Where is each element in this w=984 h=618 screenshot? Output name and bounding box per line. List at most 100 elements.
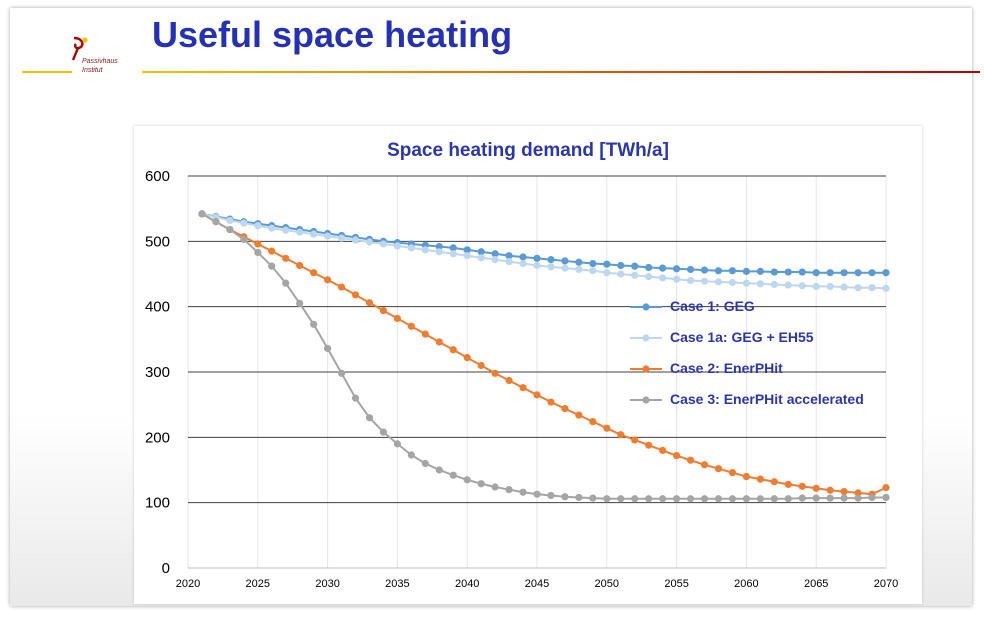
series-4-point xyxy=(212,218,220,226)
logo-text-line2: Institut xyxy=(82,67,103,74)
series-2-point xyxy=(645,273,653,281)
x-tick-label: 2060 xyxy=(734,578,758,590)
series-3-point xyxy=(421,330,429,338)
series-2-point xyxy=(421,246,429,254)
series-4-point xyxy=(840,494,848,502)
legend-marker xyxy=(630,303,662,311)
series-2-point xyxy=(603,269,611,277)
series-3-point xyxy=(351,291,360,299)
series-2-point xyxy=(784,281,792,289)
x-tick-label: 2050 xyxy=(595,578,619,590)
series-1-point xyxy=(491,250,499,258)
series-1-point xyxy=(742,267,751,275)
series-2-point xyxy=(351,236,360,244)
series-1-point xyxy=(812,269,820,277)
series-3-point xyxy=(742,472,751,481)
series-3-point xyxy=(589,418,597,426)
series-2-point xyxy=(477,254,485,262)
series-1-point xyxy=(854,269,862,277)
series-3-point xyxy=(714,465,723,473)
series-2-point xyxy=(407,244,415,252)
x-tick-label: 2040 xyxy=(455,578,479,590)
legend-marker xyxy=(630,396,662,404)
series-3-point xyxy=(603,424,611,432)
series-4-point xyxy=(645,495,653,503)
series-1-point xyxy=(645,263,653,272)
series-1-point xyxy=(784,268,792,276)
series-2-point xyxy=(226,216,234,225)
series-1-point xyxy=(463,246,471,254)
y-tick-label: 100 xyxy=(145,495,170,512)
legend-marker xyxy=(630,365,662,373)
x-tick-label: 2025 xyxy=(246,578,270,590)
series-1-point xyxy=(868,269,876,277)
series-2-point xyxy=(854,284,862,292)
series-2-point xyxy=(756,280,764,288)
x-tick-label: 2030 xyxy=(315,578,339,590)
series-3-point xyxy=(547,398,555,406)
series-line-1 xyxy=(201,212,886,274)
series-4-point xyxy=(421,459,429,468)
series-3-point xyxy=(631,436,639,444)
series-4-point xyxy=(254,248,262,257)
series-2-point xyxy=(561,264,569,272)
series-1-point xyxy=(700,266,709,274)
series-3-point xyxy=(617,431,625,439)
chart-title: Space heating demand [TWh/a] xyxy=(387,140,669,161)
series-2-point xyxy=(296,228,304,236)
series-4-point xyxy=(784,495,792,503)
series-4-point xyxy=(798,494,806,502)
series-3-point xyxy=(491,369,499,377)
series-3-point xyxy=(645,441,653,449)
series-1-point xyxy=(505,252,513,260)
series-4-point xyxy=(282,279,290,287)
series-4-point xyxy=(477,480,485,488)
series-3-point xyxy=(365,299,374,307)
y-tick-label: 0 xyxy=(162,560,170,577)
x-tick-label: 2070 xyxy=(874,578,898,590)
series-4-point xyxy=(296,299,304,307)
series-3-point xyxy=(533,391,541,399)
header-rule-left xyxy=(22,71,72,73)
series-4-point xyxy=(268,262,276,270)
series-3-point xyxy=(798,482,806,490)
series-3-point xyxy=(449,346,457,354)
series-3-point xyxy=(882,484,890,492)
series-2-point xyxy=(268,224,276,232)
series-4-point xyxy=(700,495,709,503)
y-tick-label: 500 xyxy=(145,233,170,250)
series-2-point xyxy=(463,252,471,260)
series-4-point xyxy=(533,490,541,498)
series-4-point xyxy=(686,495,695,503)
chart-panel: Space heating demand [TWh/a] 0 100 200 300 4… xyxy=(134,126,922,604)
series-line-2 xyxy=(201,212,887,290)
series-4-point xyxy=(659,495,667,503)
x-tick-label: 2055 xyxy=(664,578,688,590)
series-4-point xyxy=(826,494,834,502)
series-3-point xyxy=(673,452,681,460)
series-2-point xyxy=(435,248,443,256)
series-2-point xyxy=(631,271,639,279)
series-3-point xyxy=(756,475,764,483)
series-4-point xyxy=(324,344,332,353)
series-4-point xyxy=(770,495,778,503)
series-3-point xyxy=(435,338,443,346)
series-4-point xyxy=(310,320,318,328)
series-3-point xyxy=(659,446,667,454)
series-1-point xyxy=(617,261,625,270)
y-tick-label: 200 xyxy=(145,429,170,446)
legend-label: Case 1: GEG xyxy=(670,298,755,314)
series-2-point xyxy=(882,284,890,292)
series-3-point xyxy=(700,461,709,469)
series-4-point xyxy=(673,495,681,503)
series-2-point xyxy=(826,282,834,291)
series-4-point xyxy=(728,495,737,503)
x-tick-label: 2045 xyxy=(525,578,549,590)
series-1-point xyxy=(659,264,667,272)
series-3-point xyxy=(296,261,304,270)
slide-title: Useful space heating xyxy=(152,14,513,55)
series-4-point xyxy=(435,466,443,474)
series-2-point xyxy=(254,222,262,230)
series-2-point xyxy=(365,238,374,246)
series-1-point xyxy=(435,242,443,251)
